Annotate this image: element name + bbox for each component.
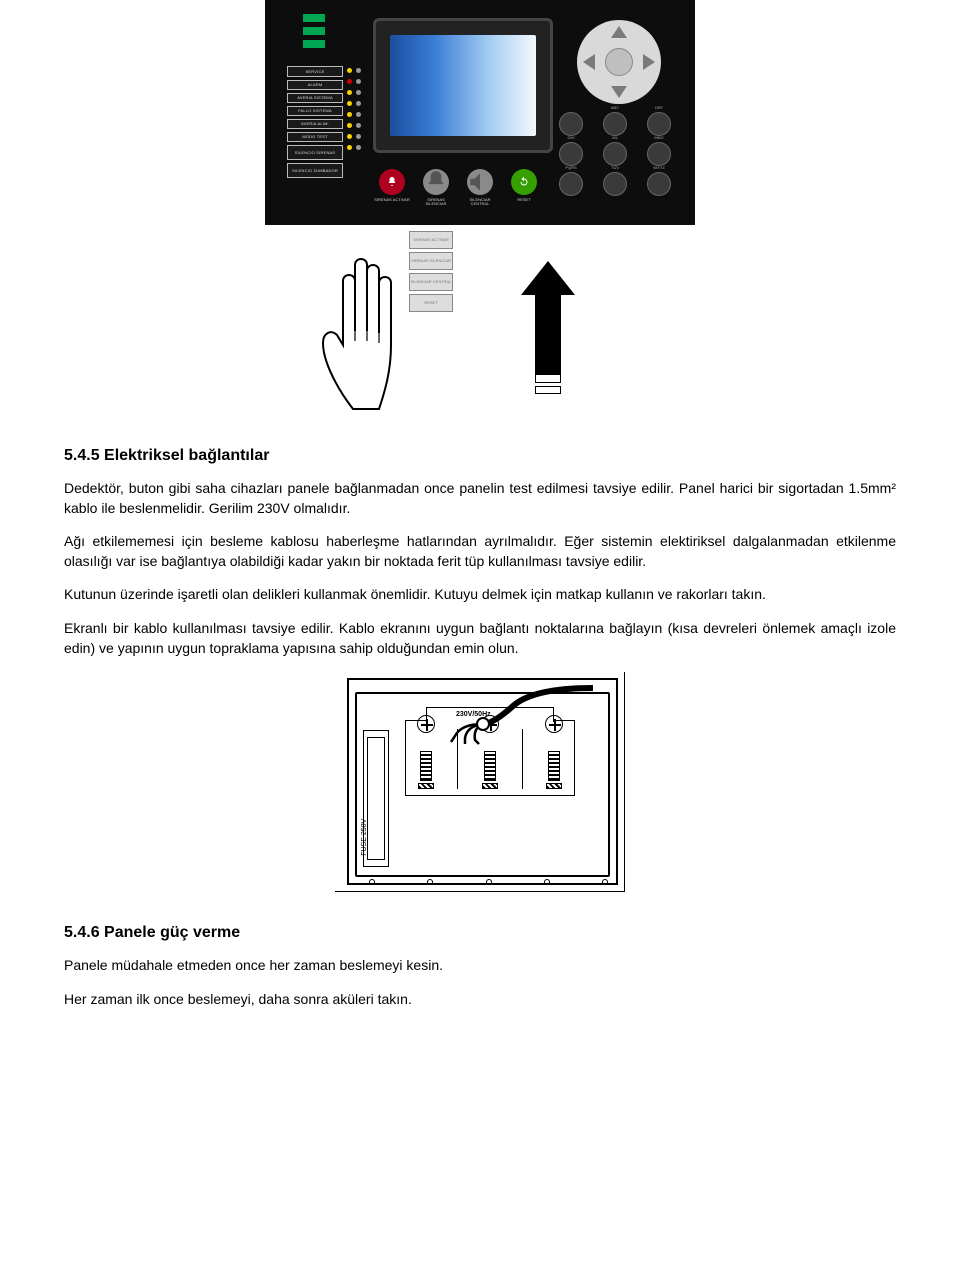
body-paragraph: Ekranlı bir kablo kullanılması tavsiye e… <box>64 619 896 658</box>
keypad-key <box>559 112 583 136</box>
power-terminal-diagram: FUSE 250V 230V/50Hz <box>335 672 625 892</box>
action-button-row: SIRENAS ACTIVAR SIRENAS SILENCIAR SILENC… <box>373 169 543 211</box>
dpad-left-icon <box>583 54 595 70</box>
body-paragraph: Panele müdahale etmeden once her zaman b… <box>64 956 896 976</box>
dpad-center-button <box>605 48 633 76</box>
body-paragraph: Ağı etkilememesi için besleme kablosu ha… <box>64 532 896 571</box>
reset-button: RESET <box>505 169 543 211</box>
status-label: FALLO SISTEMA <box>287 106 343 116</box>
keypad-key: DEF <box>647 112 671 136</box>
body-paragraph: Her zaman ilk once beslemeyi, daha sonra… <box>64 990 896 1010</box>
body-paragraph: Kutunun üzerinde işaretli olan delikleri… <box>64 585 896 605</box>
hand-icon <box>309 241 429 411</box>
sirens-activate-button: SIRENAS ACTIVAR <box>373 169 411 211</box>
status-label: SERVICE <box>287 66 343 77</box>
power-led-group <box>303 14 325 48</box>
status-label: ALARM <box>287 80 343 90</box>
power-cable <box>443 678 593 798</box>
dpad-right-icon <box>643 54 655 70</box>
status-label: SILENCIO ZUMBADOR <box>287 163 343 178</box>
figure-power-terminal: FUSE 250V 230V/50Hz <box>64 672 896 898</box>
figure-panel-insert: SERVICE ALARM AVERIA SISTEMA FALLO SISTE… <box>64 0 896 421</box>
control-panel-device: SERVICE ALARM AVERIA SISTEMA FALLO SISTE… <box>265 0 695 225</box>
numeric-keypad: ABC DEF GHI JKL MNO PQRS TUV WXYZ <box>559 112 677 196</box>
fuse-label: FUSE 250V <box>360 819 370 856</box>
card-insert-illustration: SIRENAS ACTIVAR SIRENAS SILENCIAR SILENC… <box>265 231 695 421</box>
keypad-key: WXYZ <box>647 172 671 196</box>
bell-on-icon <box>379 169 405 195</box>
mute-icon <box>467 169 493 195</box>
sirens-silence-button: SIRENAS SILENCIAR <box>417 169 455 211</box>
screw-icon <box>417 715 435 733</box>
keypad-key: TUV <box>603 172 627 196</box>
terminal-post <box>418 733 434 789</box>
keypad-key: GHI <box>559 142 583 166</box>
enclosure-studs <box>369 879 608 885</box>
dpad-down-icon <box>611 86 627 98</box>
panel-silence-button: SILENCIAR CENTRAL <box>461 169 499 211</box>
keypad-key: JKL <box>603 142 627 166</box>
dpad-navigation <box>577 20 661 104</box>
section-546-heading: 5.4.6 Panele güç verme <box>64 922 896 944</box>
up-arrow-icon <box>521 261 575 394</box>
keypad-key: ABC <box>603 112 627 136</box>
status-label: SILENCIO SIRENAS <box>287 145 343 160</box>
reset-icon <box>511 169 537 195</box>
led-indicator-column <box>347 68 361 150</box>
section-545-heading: 5.4.5 Elektriksel bağlantılar <box>64 445 896 467</box>
status-label-column: SERVICE ALARM AVERIA SISTEMA FALLO SISTE… <box>287 66 343 178</box>
dpad-up-icon <box>611 26 627 38</box>
status-label: AVERIA ALIM. <box>287 119 343 129</box>
lcd-screen <box>373 18 553 153</box>
body-paragraph: Dedektör, buton gibi saha cihazları pane… <box>64 479 896 518</box>
status-label: AVERIA SISTEMA <box>287 93 343 103</box>
bell-off-icon <box>423 169 449 195</box>
status-label: MODO TEST <box>287 132 343 142</box>
keypad-key: PQRS <box>559 172 583 196</box>
fuse-holder: FUSE 250V <box>363 730 389 867</box>
keypad-key: MNO <box>647 142 671 166</box>
